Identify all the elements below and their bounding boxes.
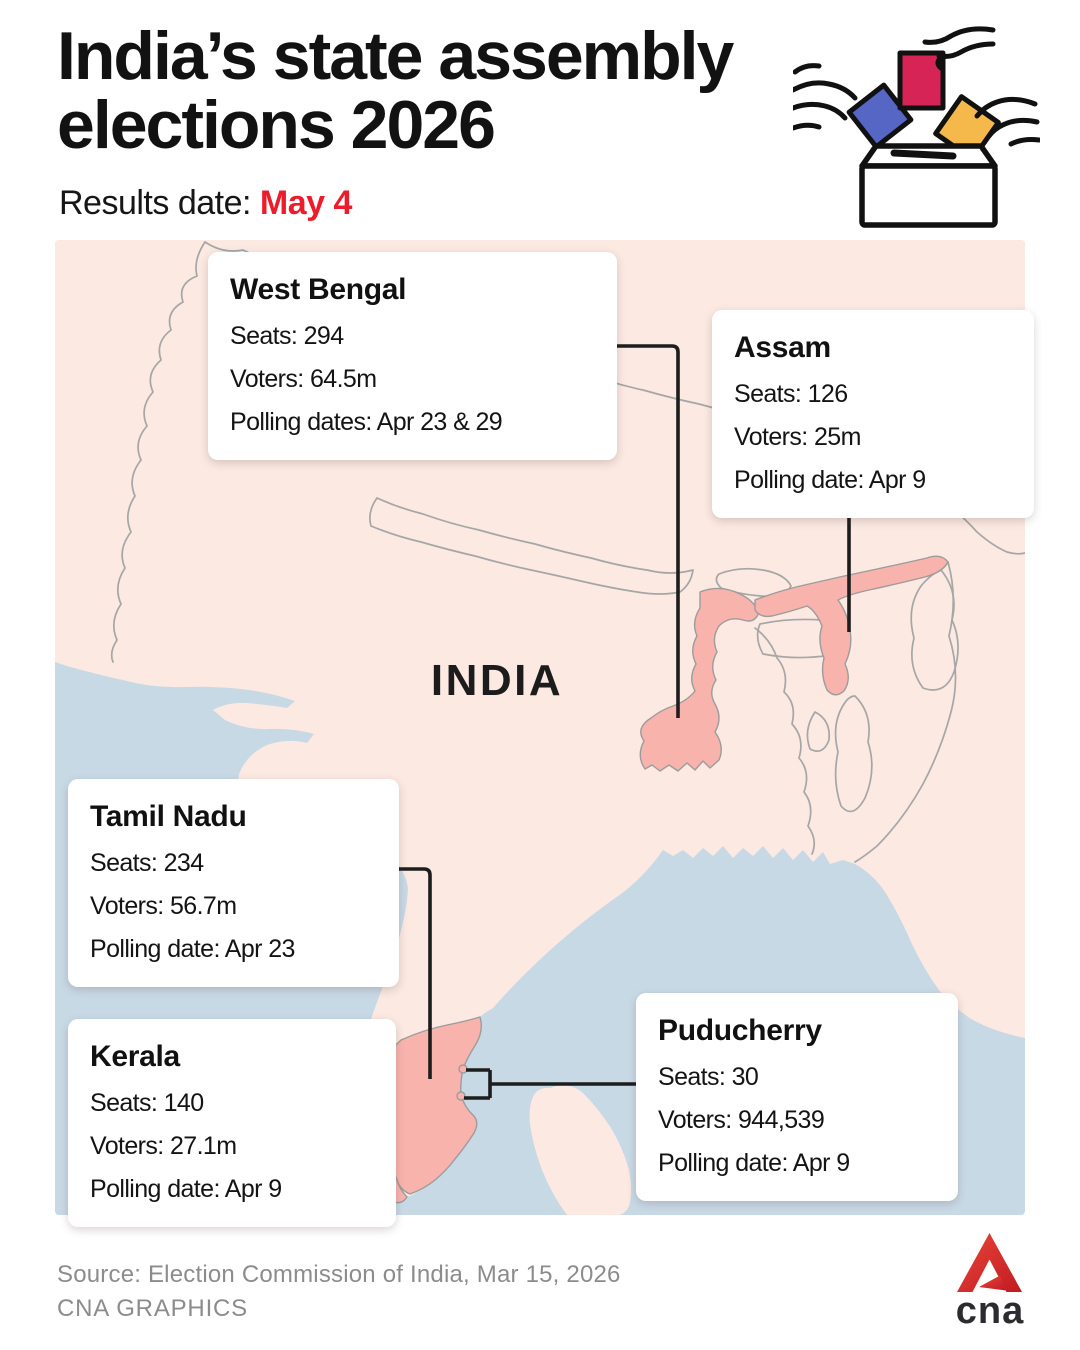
connector-tamil-nadu — [352, 867, 432, 1079]
callout-voters: Voters: 25m — [734, 423, 861, 451]
results-date: Results date: May 4 — [59, 184, 352, 223]
callout-title: Assam — [734, 331, 831, 364]
border-bangladesh — [754, 627, 816, 855]
state-west-bengal — [639, 587, 760, 772]
state-puducherry-enclave — [458, 1064, 468, 1074]
results-date-value: May 4 — [259, 184, 353, 222]
callout-voters: Voters: 944,539 — [658, 1106, 825, 1134]
cna-logo-text: cna — [956, 1290, 1024, 1328]
callout-voters: Voters: 64.5m — [230, 365, 377, 393]
title-line2: elections 2026 — [57, 87, 496, 163]
callout-title: Tamil Nadu — [90, 800, 247, 833]
callout-polling: Polling date: Apr 9 — [658, 1149, 850, 1177]
callout-west-bengal: West Bengal Seats: 294 Voters: 64.5m Pol… — [208, 252, 617, 460]
callout-voters: Voters: 56.7m — [90, 892, 237, 920]
callout-assam: Assam Seats: 126 Voters: 25m Polling dat… — [712, 310, 1034, 518]
left-hand-icon — [793, 63, 858, 131]
connector-puducherry — [464, 1068, 636, 1100]
callout-voters: Voters: 27.1m — [90, 1132, 237, 1160]
border-myanmar — [854, 561, 957, 863]
page-title: India’s state assembly elections 2026 — [57, 22, 734, 163]
callout-seats: Seats: 126 — [734, 380, 848, 408]
callout-title: Puducherry — [658, 1014, 822, 1047]
callout-kerala: Kerala Seats: 140 Voters: 27.1m Polling … — [68, 1019, 396, 1227]
callout-tamil-nadu: Tamil Nadu Seats: 234 Voters: 56.7m Poll… — [68, 779, 399, 987]
callout-title: West Bengal — [230, 273, 407, 306]
callout-polling: Polling date: Apr 9 — [734, 466, 926, 494]
title-line1: India’s state assembly — [57, 18, 734, 94]
cna-logo-icon: cna — [956, 1233, 1024, 1328]
centre-hand-icon — [922, 26, 996, 71]
ballot-box-icon — [793, 26, 1040, 228]
border-pakistan — [110, 241, 206, 663]
callout-polling: Polling dates: Apr 23 & 29 — [230, 408, 503, 436]
callout-seats: Seats: 234 — [90, 849, 204, 877]
callout-polling: Polling date: Apr 23 — [90, 935, 295, 963]
credit-text: CNA GRAPHICS — [57, 1295, 248, 1322]
state-karaikal-enclave — [456, 1091, 466, 1101]
ballot-box-slot — [890, 149, 957, 160]
ballot-box-front — [859, 163, 998, 228]
connector-west-bengal — [567, 344, 680, 718]
callout-seats: Seats: 30 — [658, 1063, 759, 1091]
cna-logo-wedge — [979, 1275, 1006, 1291]
callout-title: Kerala — [90, 1040, 180, 1073]
cna-logo-triangle — [957, 1233, 1022, 1292]
callout-seats: Seats: 140 — [90, 1089, 204, 1117]
callout-polling: Polling date: Apr 9 — [90, 1175, 282, 1203]
right-hand-icon — [974, 96, 1040, 147]
sri-lanka — [529, 1085, 631, 1215]
footer: Source: Election Commission of India, Ma… — [57, 1258, 621, 1326]
source-text: Source: Election Commission of India, Ma… — [57, 1261, 621, 1288]
results-date-label: Results date: — [59, 184, 251, 222]
border-tripura — [806, 711, 831, 752]
callout-puducherry: Puducherry Seats: 30 Voters: 944,539 Pol… — [636, 993, 958, 1201]
blue-ballot-icon — [846, 82, 914, 150]
country-label: INDIA — [431, 656, 563, 705]
callout-seats: Seats: 294 — [230, 322, 344, 350]
border-mizoram — [834, 695, 873, 813]
